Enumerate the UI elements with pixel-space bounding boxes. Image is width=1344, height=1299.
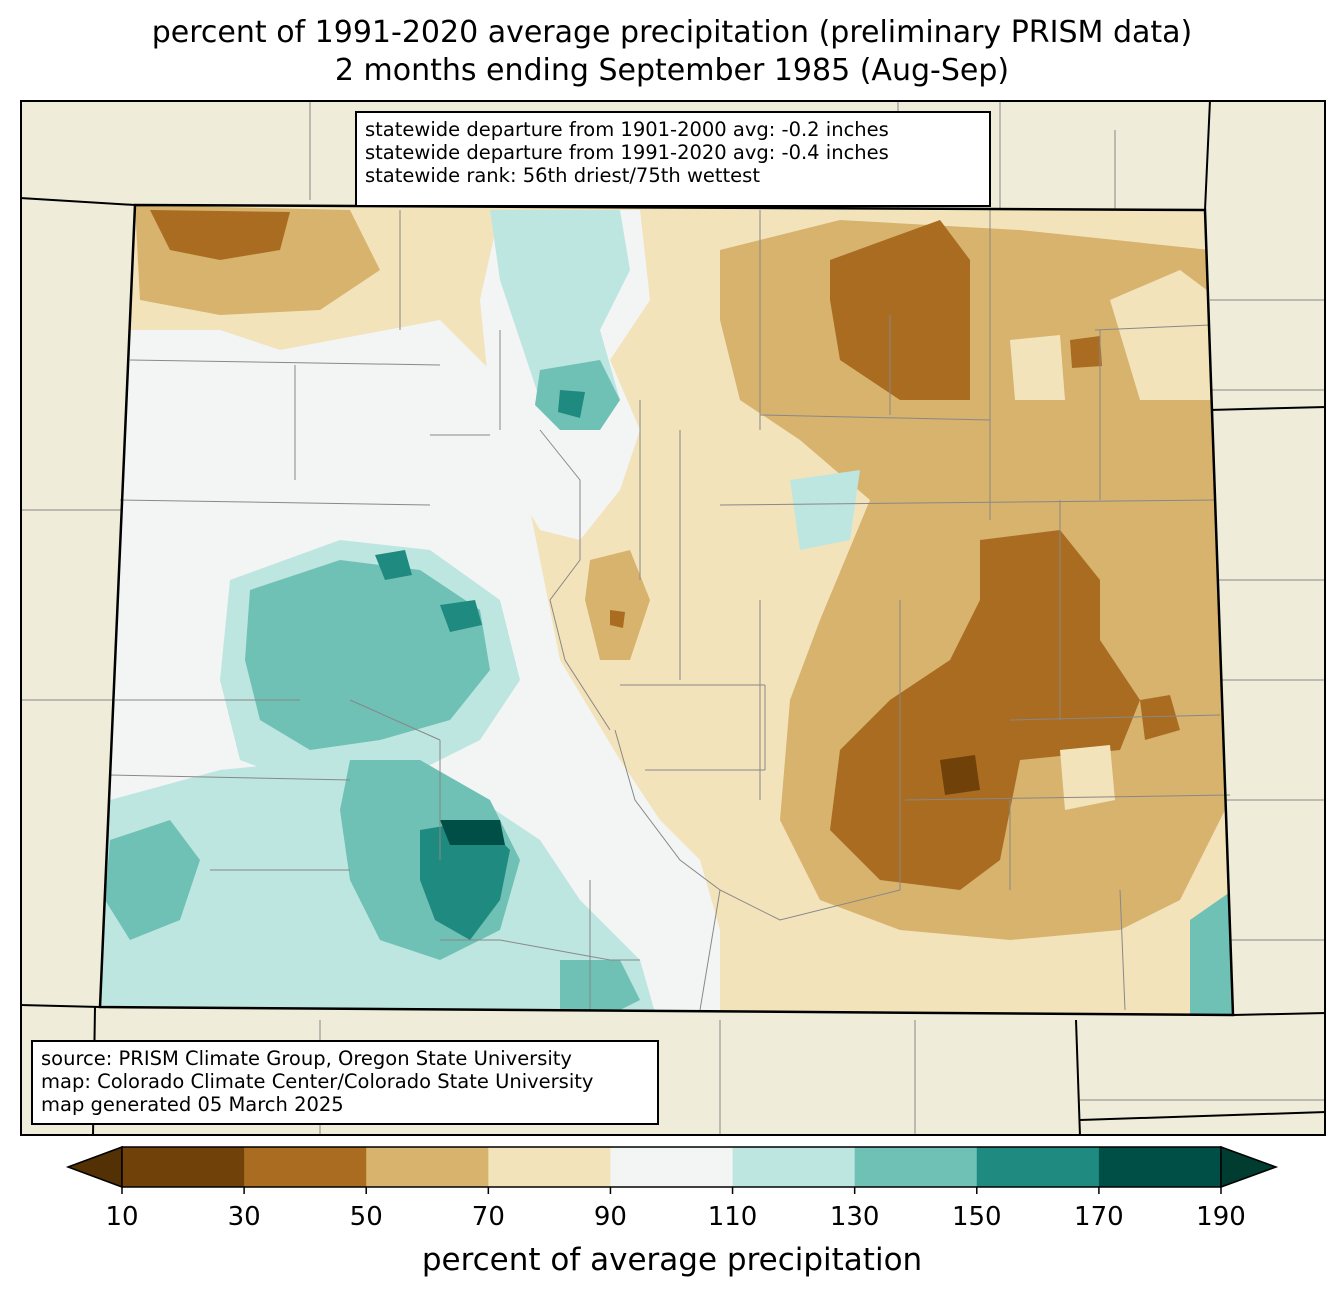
colorbar-tick-label: 130	[829, 1202, 880, 1232]
colorbar-tick-label: 50	[349, 1202, 383, 1232]
colorbar-tick-label: 110	[707, 1202, 758, 1232]
colorado-precip-field	[100, 205, 1233, 1015]
source-box: source: PRISM Climate Group, Oregon Stat…	[31, 1040, 659, 1125]
colorbar-bin-1	[244, 1147, 367, 1187]
map-frame	[20, 100, 1326, 1136]
generated-date-line: map generated 05 March 2025	[41, 1093, 344, 1116]
colorbar-label: percent of average precipitation	[421, 1242, 923, 1278]
county-lines-outside	[20, 100, 1326, 1136]
county-lines	[109, 210, 1231, 1011]
colorbar-under-arrow	[65, 1145, 123, 1189]
colorbar-tick-label: 90	[593, 1202, 627, 1232]
colorbar-tick-label: 190	[1196, 1202, 1246, 1232]
colorbar-bin-4	[610, 1147, 734, 1187]
colorbar	[65, 1145, 1279, 1194]
colorbar-bin-8	[1098, 1147, 1222, 1187]
colorado-boundary	[98, 203, 1235, 1017]
colorbar-tick-label: 150	[951, 1202, 1002, 1232]
colorbar-bin-2	[366, 1147, 489, 1187]
colorbar-bin-7	[976, 1147, 1100, 1187]
colorbar-bin-0	[122, 1147, 245, 1187]
map-title-line1: percent of 1991-2020 average precipitati…	[151, 15, 1193, 50]
map-credit-line: map: Colorado Climate Center/Colorado St…	[41, 1070, 594, 1093]
source-line: source: PRISM Climate Group, Oregon Stat…	[41, 1047, 572, 1070]
map-title-line2: 2 months ending September 1985 (Aug-Sep)	[334, 53, 1010, 88]
stats-departure-1991: statewide departure from 1991-2020 avg: …	[365, 141, 889, 164]
colorbar-tick-label: 30	[227, 1202, 261, 1232]
colorbar-tick-label: 70	[471, 1202, 505, 1232]
stats-departure-1901: statewide departure from 1901-2000 avg: …	[365, 118, 889, 141]
stats-rank: statewide rank: 56th driest/75th wettest	[365, 164, 760, 187]
colorbar-over-arrow	[1220, 1145, 1279, 1189]
colorbar-bin-5	[732, 1147, 856, 1187]
precipitation-map	[20, 100, 1326, 1136]
colorbar-tick-label: 170	[1074, 1202, 1124, 1232]
colorbar-bin-6	[854, 1147, 978, 1187]
statewide-stats-box: statewide departure from 1901-2000 avg: …	[355, 111, 991, 207]
colorbar-tick-label: 10	[105, 1202, 139, 1232]
colorbar-bin-3	[488, 1147, 611, 1187]
